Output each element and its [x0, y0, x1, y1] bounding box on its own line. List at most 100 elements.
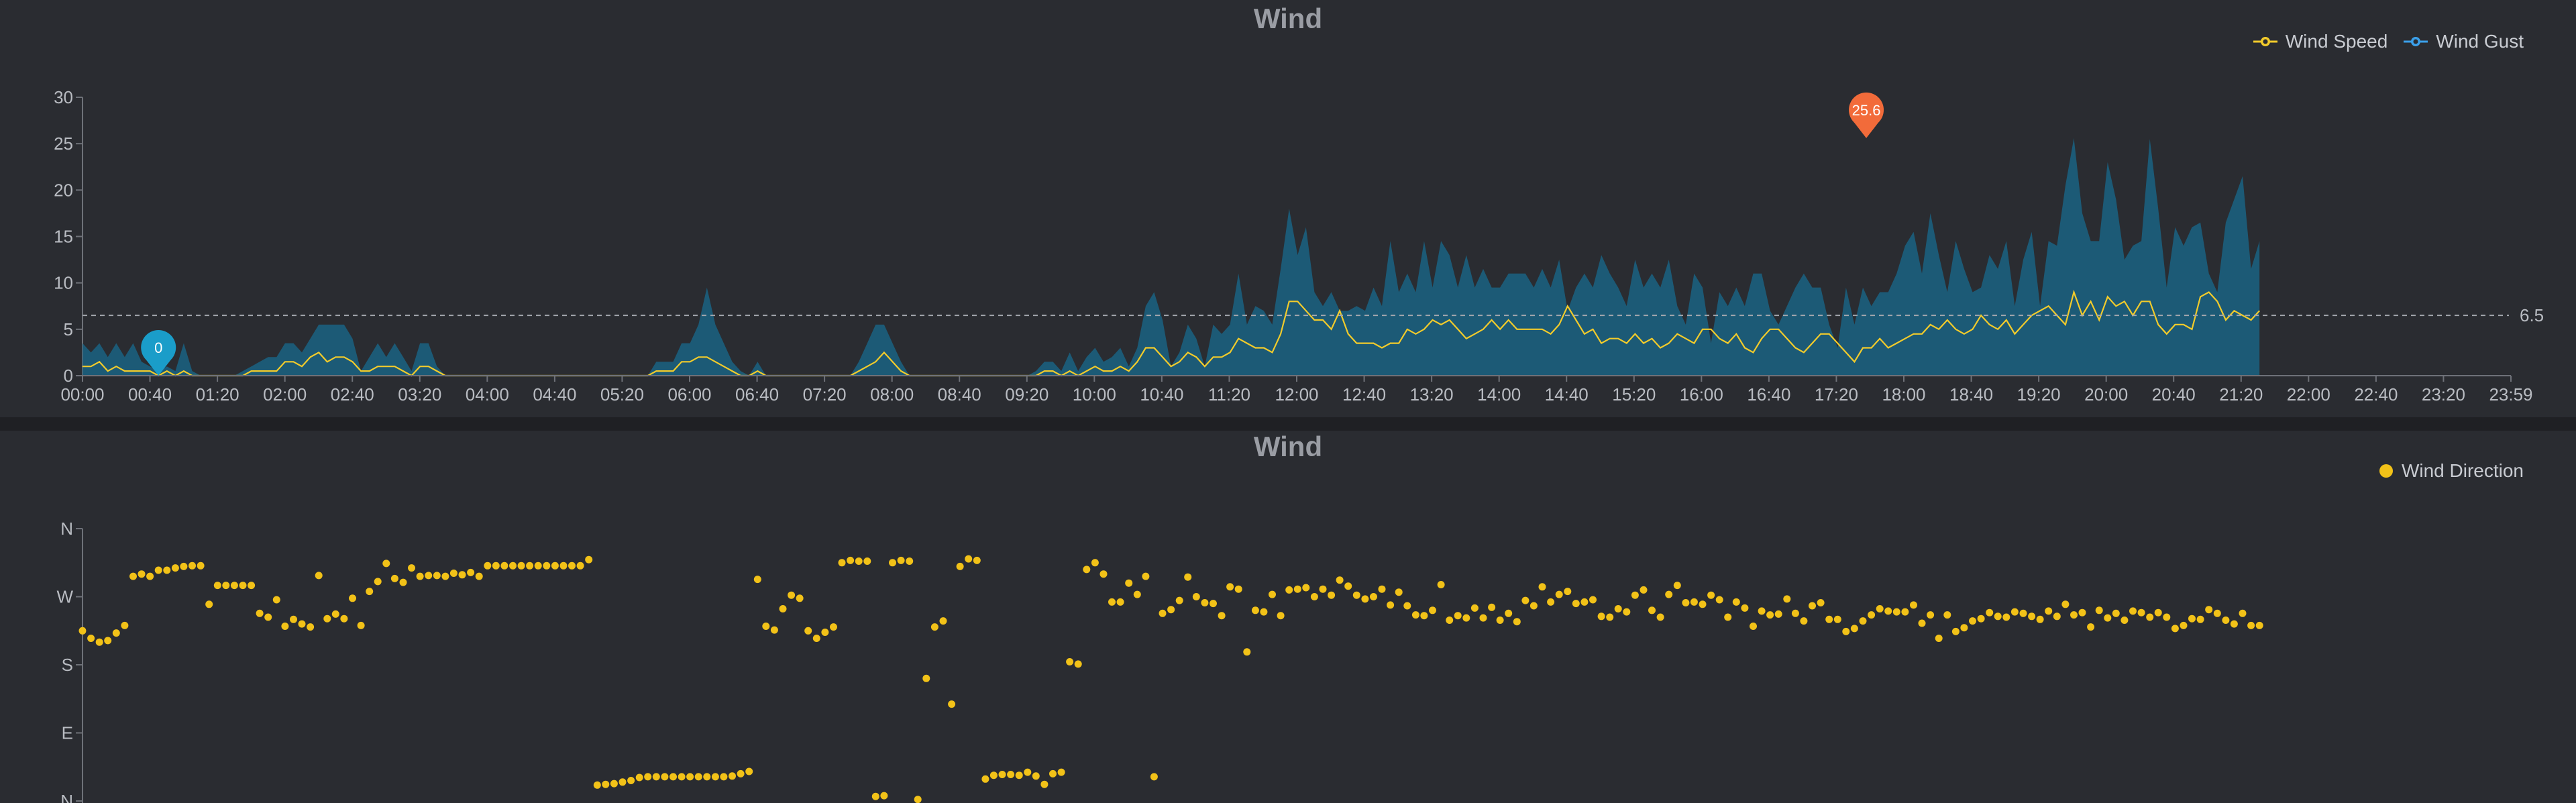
wind-direction-point: [1049, 769, 1057, 778]
wind-direction-point: [1387, 601, 1395, 609]
wind-direction-point: [1833, 615, 1841, 623]
wind-direction-point: [1656, 613, 1664, 621]
wind-direction-point: [551, 561, 559, 570]
wind-direction-point: [1935, 635, 1943, 642]
wind-direction-point: [248, 582, 256, 590]
wind-direction-point: [897, 556, 905, 564]
wind-direction-point: [1310, 593, 1318, 600]
x-tick-label: 18:40: [1949, 384, 1993, 405]
wind-direction-point: [2196, 615, 2204, 623]
wind-direction-point: [779, 605, 787, 612]
wind-direction-point: [500, 561, 508, 570]
wind-direction-point: [433, 572, 441, 580]
wind-direction-point: [2078, 608, 2086, 617]
wind-direction-point: [180, 562, 188, 570]
wind-direction-point: [1057, 768, 1065, 776]
wind-direction-point: [1201, 599, 1209, 606]
wind-direction-point: [871, 792, 879, 800]
wind-direction-point: [390, 574, 398, 582]
wind-direction-point: [1007, 771, 1015, 778]
wind-direction-point: [1269, 590, 1276, 598]
wind-direction-point: [1969, 617, 1976, 625]
x-tick-label: 06:00: [667, 384, 711, 405]
wind-speed-legend-icon: [2253, 37, 2277, 46]
wind-direction-point: [2087, 623, 2095, 631]
wind-direction-point: [1167, 606, 1175, 614]
wind-direction-point: [1809, 602, 1816, 610]
legend-label-wind-direction: Wind Direction: [2401, 460, 2524, 481]
wind-direction-point: [1411, 611, 1419, 619]
x-tick-label: 22:00: [2287, 384, 2330, 405]
marker-pin[interactable]: 0: [141, 330, 176, 376]
wind-direction-point: [87, 635, 95, 642]
wind-direction-point: [1429, 606, 1436, 614]
wind-direction-point: [1555, 590, 1563, 598]
wind-direction-point: [382, 559, 390, 568]
wind-direction-point: [2104, 614, 2112, 622]
wind-direction-point: [146, 572, 154, 580]
wind-direction-point: [1951, 627, 1960, 635]
wind-direction-point: [2222, 617, 2230, 624]
wind-direction-point: [686, 773, 694, 781]
wind-direction-point: [602, 780, 610, 788]
wind-direction-point: [2129, 607, 2137, 615]
x-tick-label: 16:40: [1747, 384, 1790, 405]
wind-direction-point: [1513, 618, 1521, 626]
legend: Wind Speed Wind Gust: [2252, 31, 2524, 52]
wind-direction-point: [788, 591, 796, 599]
wind-direction-point: [1505, 609, 1513, 617]
wind-direction-point: [1210, 600, 1217, 608]
wind-direction-point: [441, 572, 449, 580]
wind-direction-point: [711, 773, 719, 781]
legend-item-wind-gust[interactable]: Wind Gust: [2402, 31, 2524, 52]
wind-direction-point: [1918, 619, 1926, 627]
wind-direction-point: [745, 767, 753, 775]
y-tick-label: W: [56, 587, 73, 607]
wind-direction-point: [855, 557, 863, 565]
wind-direction-point: [1159, 609, 1167, 617]
wind-direction-point: [635, 773, 643, 782]
wind-direction-point: [1352, 591, 1360, 599]
wind-direction-point: [1960, 624, 1968, 632]
wind-direction-point: [981, 775, 989, 783]
wind-direction-point: [272, 596, 280, 604]
wind-direction-point: [576, 561, 584, 570]
legend-item-wind-speed[interactable]: Wind Speed: [2252, 31, 2388, 52]
wind-direction-point: [812, 635, 820, 642]
wind-direction-point: [1707, 591, 1715, 599]
wind-direction-point: [948, 700, 956, 708]
marker-label: 0: [154, 339, 162, 356]
wind-direction-point: [1825, 615, 1833, 623]
wind-direction-point: [1538, 583, 1546, 591]
wind-direction-point: [1454, 612, 1462, 620]
wind-direction-point: [863, 557, 871, 565]
wind-direction-point: [2255, 621, 2263, 629]
legend-label-wind-speed: Wind Speed: [2285, 31, 2388, 52]
wind-direction-point: [2213, 609, 2221, 617]
wind-direction-point: [121, 621, 129, 629]
wind-direction-point: [1479, 614, 1487, 622]
marker-pin[interactable]: 25.6: [1849, 92, 1884, 138]
wind-direction-point: [661, 773, 669, 781]
wind-direction-point: [729, 772, 736, 780]
wind-direction-point: [1766, 611, 1774, 619]
x-tick-label: 06:40: [735, 384, 779, 405]
wind-direction-point: [627, 777, 635, 784]
wind-direction-point: [1606, 613, 1614, 621]
legend-item-wind-direction[interactable]: Wind Direction: [2377, 460, 2524, 482]
wind-direction-point: [1175, 596, 1183, 604]
wind-direction-point: [2112, 609, 2120, 617]
chart-title: Wind: [1253, 431, 1323, 462]
wind-direction-point: [2019, 609, 2027, 617]
wind-direction-point: [762, 623, 770, 630]
wind-direction-point: [1302, 584, 1310, 592]
wind-direction-point: [1319, 585, 1327, 593]
wind-direction-point: [939, 617, 947, 625]
wind-direction-point: [830, 623, 837, 631]
wind-direction-point: [1791, 609, 1799, 617]
wind-direction-point: [1285, 586, 1293, 594]
wind-direction-point: [1750, 623, 1757, 630]
wind-direction-point: [2061, 600, 2070, 608]
wind-direction-point: [1910, 601, 1917, 609]
wind-direction-point: [1564, 588, 1572, 596]
